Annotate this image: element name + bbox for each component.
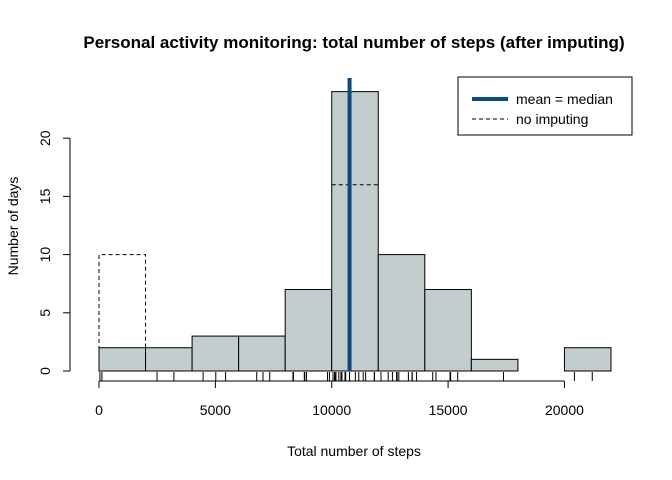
no-imputing-bar xyxy=(98,254,147,371)
histogram-bar xyxy=(331,91,379,372)
histogram-bar xyxy=(563,347,612,372)
rug-ticks xyxy=(99,372,593,381)
x-tick-label: 0 xyxy=(95,402,103,418)
no-imputing-bars-group xyxy=(98,184,379,371)
x-tick-label: 15000 xyxy=(429,402,468,418)
x-tick-label: 20000 xyxy=(545,402,584,418)
x-axis: 0 5000 10000 15000 20000 xyxy=(95,380,584,418)
histogram-bar xyxy=(424,289,472,372)
y-axis-label: Number of days xyxy=(5,177,21,276)
chart-title: Personal activity monitoring: total numb… xyxy=(83,33,624,52)
bars-group xyxy=(98,91,612,372)
histogram-bar xyxy=(145,347,193,372)
y-axis: 0 5 10 15 20 xyxy=(37,130,71,375)
x-tick-label: 5000 xyxy=(200,402,231,418)
histogram-bar xyxy=(377,254,426,372)
histogram-bar xyxy=(238,335,286,372)
histogram-bar xyxy=(284,289,333,372)
x-axis-label: Total number of steps xyxy=(287,443,421,459)
legend-box xyxy=(457,76,633,136)
histogram-bar xyxy=(470,358,519,372)
histogram-bar xyxy=(191,335,240,372)
legend-no-imputing-label: no imputing xyxy=(516,111,588,127)
y-tick-label: 15 xyxy=(37,188,53,204)
x-tick-label: 10000 xyxy=(312,402,351,418)
y-tick-label: 10 xyxy=(37,247,53,263)
y-tick-label: 0 xyxy=(37,367,53,375)
legend-mean-label: mean = median xyxy=(516,91,613,107)
y-tick-label: 5 xyxy=(37,309,53,317)
histogram-bar xyxy=(98,347,147,372)
y-tick-label: 20 xyxy=(37,130,53,146)
legend: mean = median no imputing xyxy=(457,76,633,136)
